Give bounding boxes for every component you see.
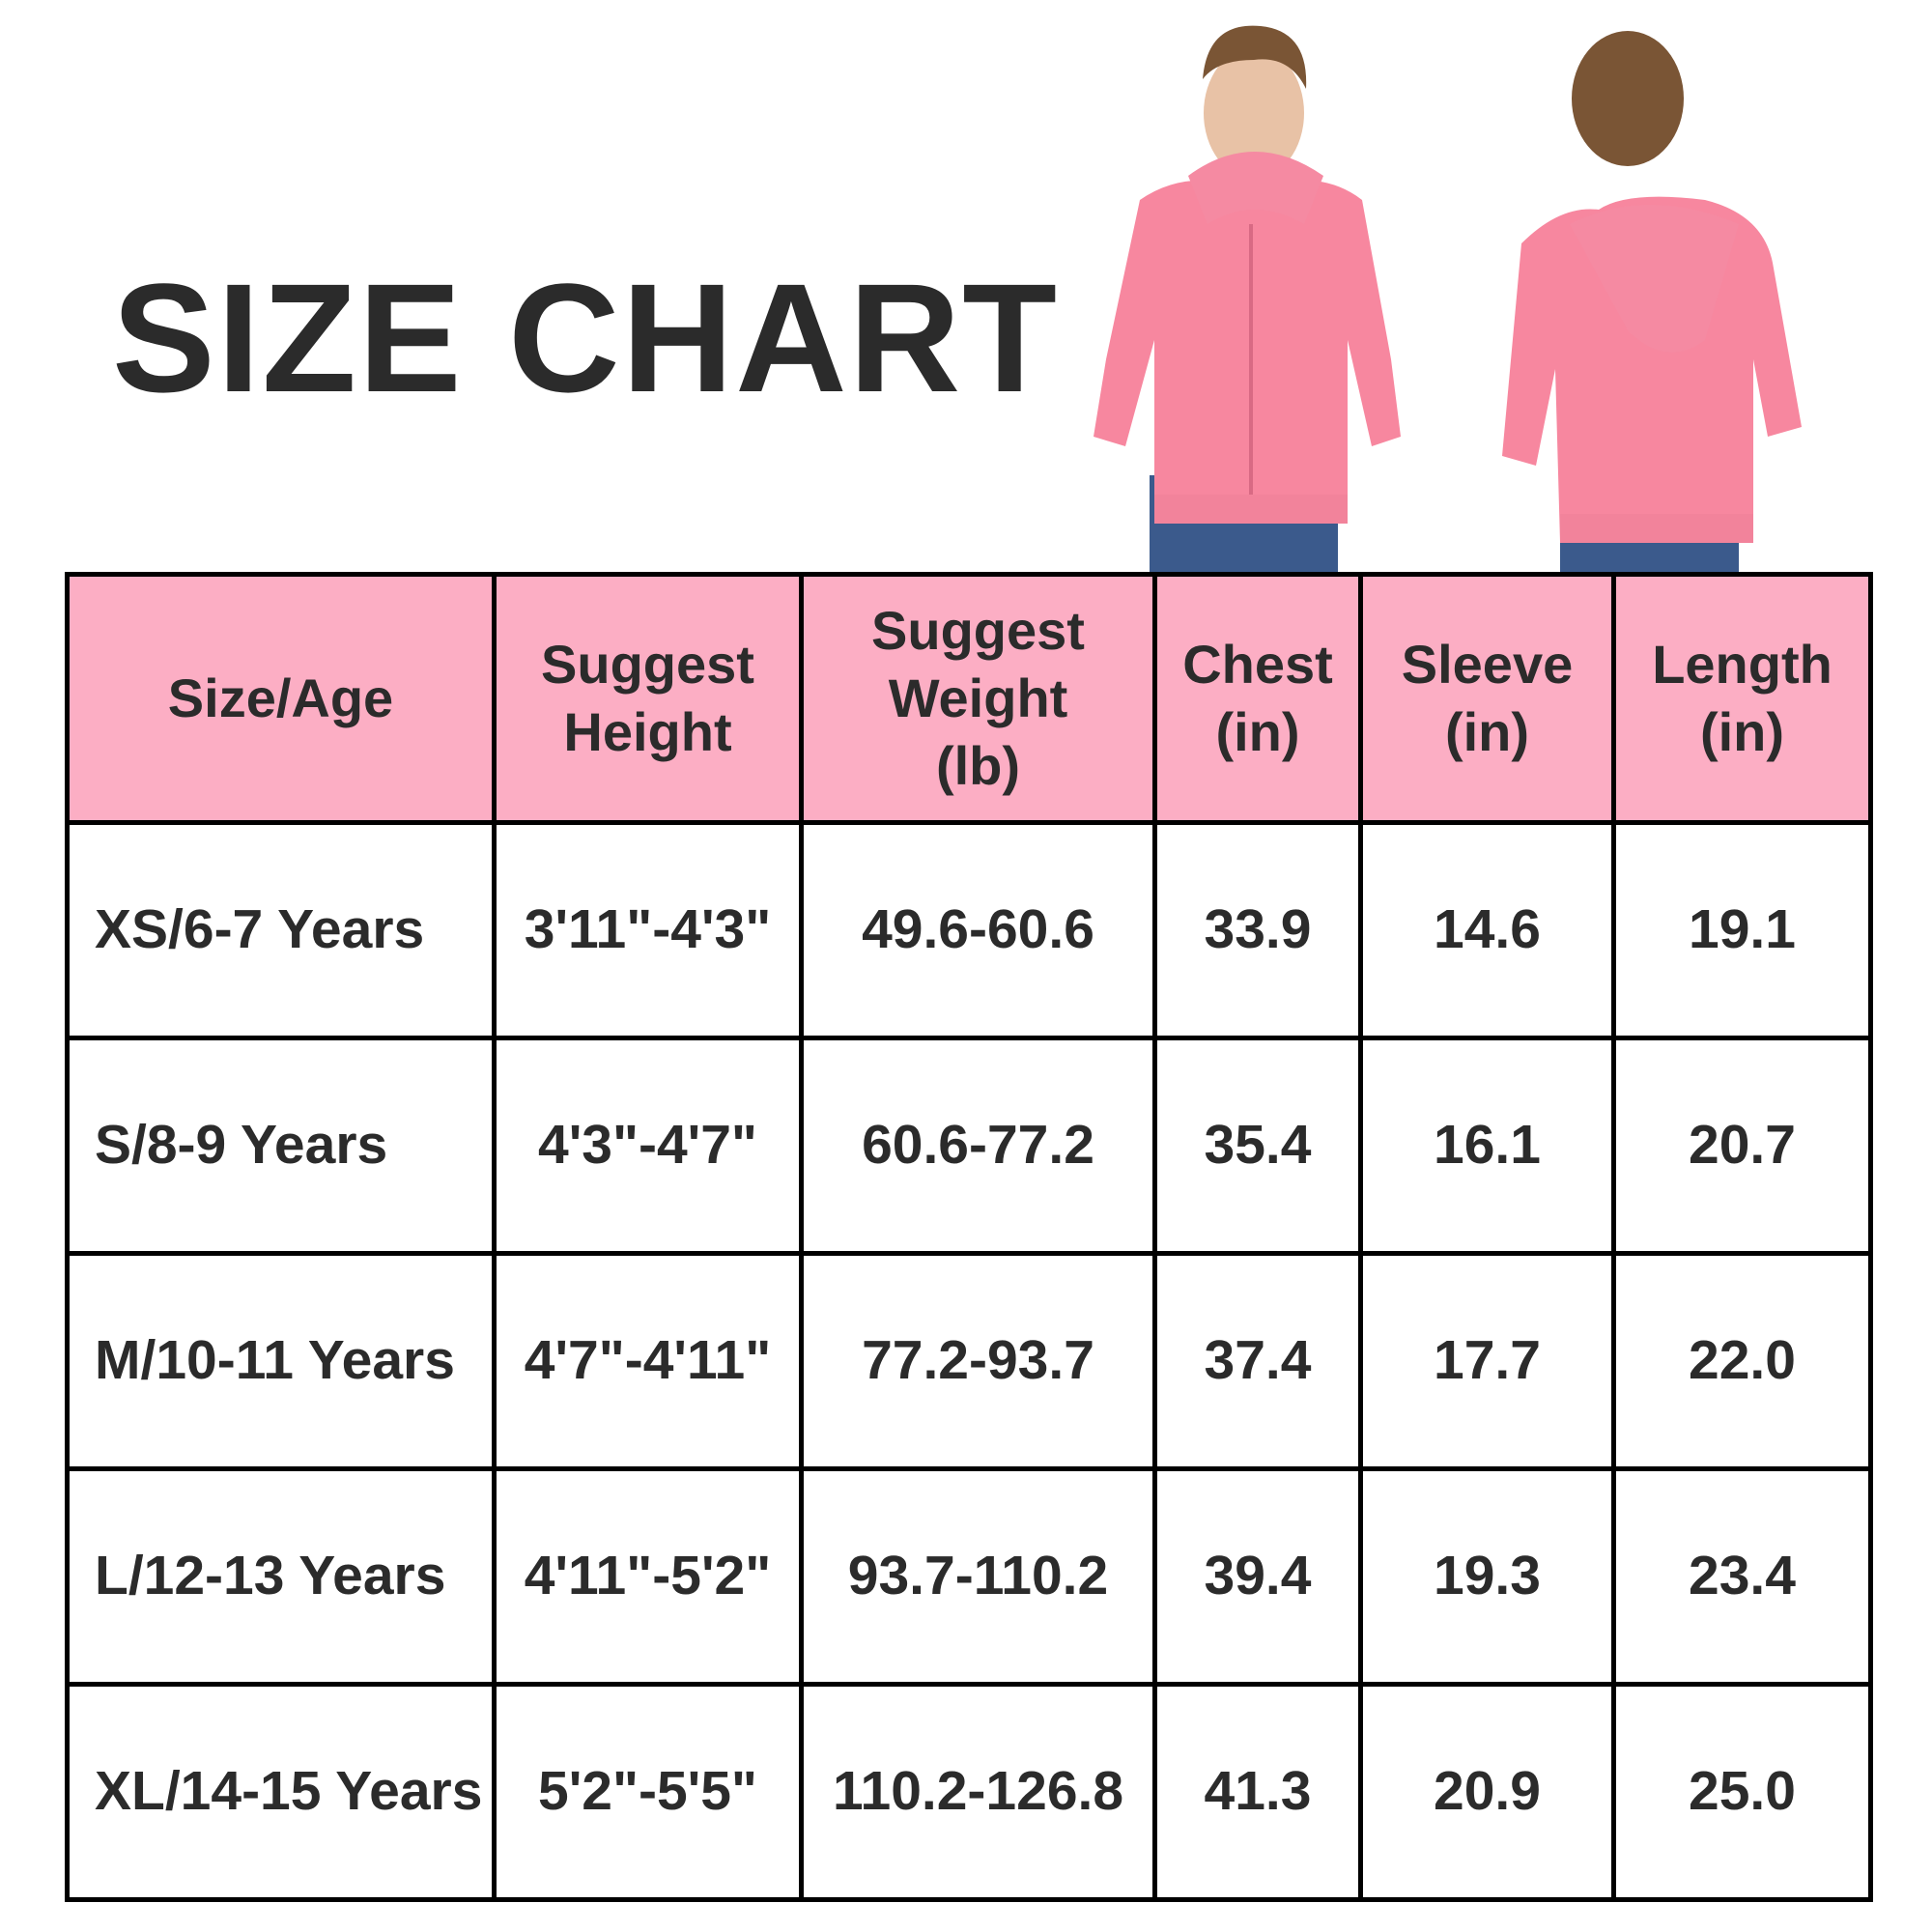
header-label: Length (in) — [1652, 634, 1833, 762]
header-label: Chest (in) — [1182, 634, 1333, 762]
cell-length: 19.1 — [1611, 820, 1873, 1040]
cell-chest: 35.4 — [1152, 1036, 1363, 1256]
cell-suggest-height: 4'7"-4'11" — [492, 1251, 804, 1471]
cell-length: 23.4 — [1611, 1466, 1873, 1687]
cell-sleeve: 17.7 — [1358, 1251, 1616, 1471]
cell-length: 25.0 — [1611, 1682, 1873, 1902]
header-suggest-height: Suggest Height — [492, 572, 804, 825]
table-row: XS/6-7 Years 3'11"-4'3" 49.6-60.6 33.9 14.6 1… — [65, 820, 1873, 1040]
header-label: Suggest Height — [541, 634, 754, 762]
cell-size-age: L/12-13 Years — [65, 1466, 497, 1687]
cell-size-age: M/10-11 Years — [65, 1251, 497, 1471]
header-label: Suggest Weight (lb) — [871, 600, 1085, 796]
cell-length: 20.7 — [1611, 1036, 1873, 1256]
table-row: M/10-11 Years 4'7"-4'11" 77.2-93.7 37.4 17.7… — [65, 1251, 1873, 1471]
cell-chest: 33.9 — [1152, 820, 1363, 1040]
cell-sleeve: 19.3 — [1358, 1466, 1616, 1687]
header-length: Length (in) — [1611, 572, 1873, 825]
cell-size-age: XL/14-15 Years — [65, 1682, 497, 1902]
table-row: XL/14-15 Years 5'2"-5'5" 110.2-126.8 41.3 20… — [65, 1682, 1873, 1902]
header-chest: Chest (in) — [1152, 572, 1363, 825]
header-suggest-weight: Suggest Weight (lb) — [799, 572, 1157, 825]
cell-length: 22.0 — [1611, 1251, 1873, 1471]
cell-chest: 41.3 — [1152, 1682, 1363, 1902]
cell-size-age: S/8-9 Years — [65, 1036, 497, 1256]
cell-suggest-weight: 110.2-126.8 — [799, 1682, 1157, 1902]
table-row: S/8-9 Years 4'3"-4'7" 60.6-77.2 35.4 16.1 20.… — [65, 1036, 1873, 1256]
table-header-row: Size/Age Suggest Height Suggest Weight (… — [65, 572, 1873, 825]
cell-suggest-height: 4'11"-5'2" — [492, 1466, 804, 1687]
cell-suggest-weight: 93.7-110.2 — [799, 1466, 1157, 1687]
cell-suggest-weight: 77.2-93.7 — [799, 1251, 1157, 1471]
cell-sleeve: 16.1 — [1358, 1036, 1616, 1256]
header-size-age: Size/Age — [65, 572, 497, 825]
cell-suggest-weight: 49.6-60.6 — [799, 820, 1157, 1040]
cell-suggest-height: 3'11"-4'3" — [492, 820, 804, 1040]
cell-suggest-height: 5'2"-5'5" — [492, 1682, 804, 1902]
size-chart-table: Size/Age Suggest Height Suggest Weight (… — [65, 572, 1873, 1902]
page-title: SIZE CHART — [112, 251, 1059, 424]
table-row: L/12-13 Years 4'11"-5'2" 93.7-110.2 39.4 19.… — [65, 1466, 1873, 1687]
cell-suggest-height: 4'3"-4'7" — [492, 1036, 804, 1256]
model-front-photo — [1094, 25, 1401, 572]
cell-sleeve: 20.9 — [1358, 1682, 1616, 1902]
header-label: Sleeve (in) — [1401, 634, 1574, 762]
cell-size-age: XS/6-7 Years — [65, 820, 497, 1040]
cell-suggest-weight: 60.6-77.2 — [799, 1036, 1157, 1256]
header-label: Size/Age — [167, 668, 394, 728]
cell-chest: 37.4 — [1152, 1251, 1363, 1471]
model-back-photo — [1502, 31, 1802, 572]
header-sleeve: Sleeve (in) — [1358, 572, 1616, 825]
cell-sleeve: 14.6 — [1358, 820, 1616, 1040]
cell-chest: 39.4 — [1152, 1466, 1363, 1687]
